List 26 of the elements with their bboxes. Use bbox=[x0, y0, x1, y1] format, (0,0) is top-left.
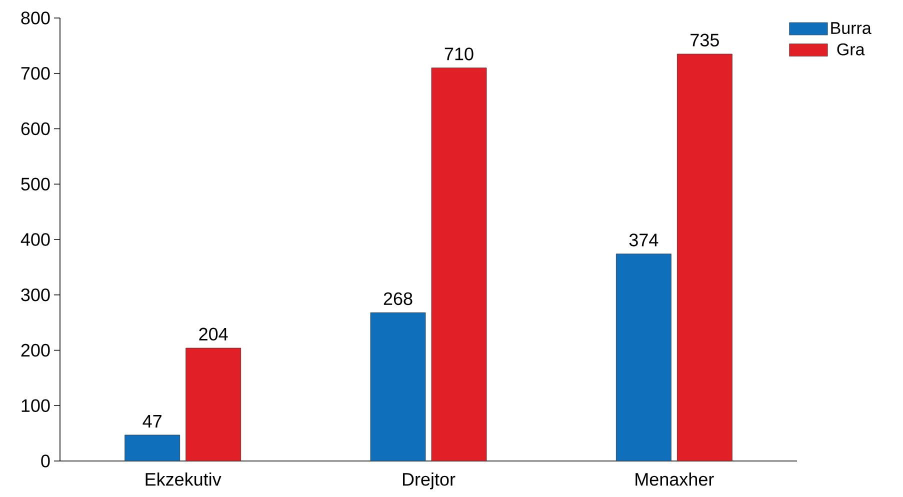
y-tick-label: 200 bbox=[21, 344, 50, 357]
data-label: 374 bbox=[629, 234, 658, 246]
data-label: 47 bbox=[142, 415, 162, 428]
data-label: 204 bbox=[199, 328, 228, 341]
legend-label: Gra bbox=[837, 43, 865, 56]
y-tick-label: 0 bbox=[41, 454, 50, 468]
data-label: 268 bbox=[384, 292, 412, 306]
x-tick-label: Ekzekutiv bbox=[146, 472, 222, 486]
bar bbox=[370, 312, 426, 461]
bar bbox=[676, 54, 732, 461]
y-tick-label: 700 bbox=[21, 67, 50, 80]
y-tick-label: 400 bbox=[20, 233, 50, 246]
x-tick-label: Menaxher bbox=[636, 472, 714, 486]
y-tick-label: 600 bbox=[21, 122, 50, 136]
y-tick-label: 500 bbox=[21, 178, 50, 190]
legend-label: Burra bbox=[831, 22, 872, 34]
y-tick-label: 300 bbox=[21, 288, 50, 302]
data-label: 735 bbox=[690, 34, 719, 46]
bar bbox=[186, 348, 242, 461]
bar bbox=[616, 254, 672, 461]
x-tick-label: Drejtor bbox=[402, 472, 456, 490]
y-tick-label: 800 bbox=[21, 12, 50, 24]
y-tick-label: 100 bbox=[22, 399, 50, 412]
data-label: 710 bbox=[444, 48, 474, 60]
bar bbox=[124, 434, 180, 461]
bar bbox=[431, 68, 487, 461]
